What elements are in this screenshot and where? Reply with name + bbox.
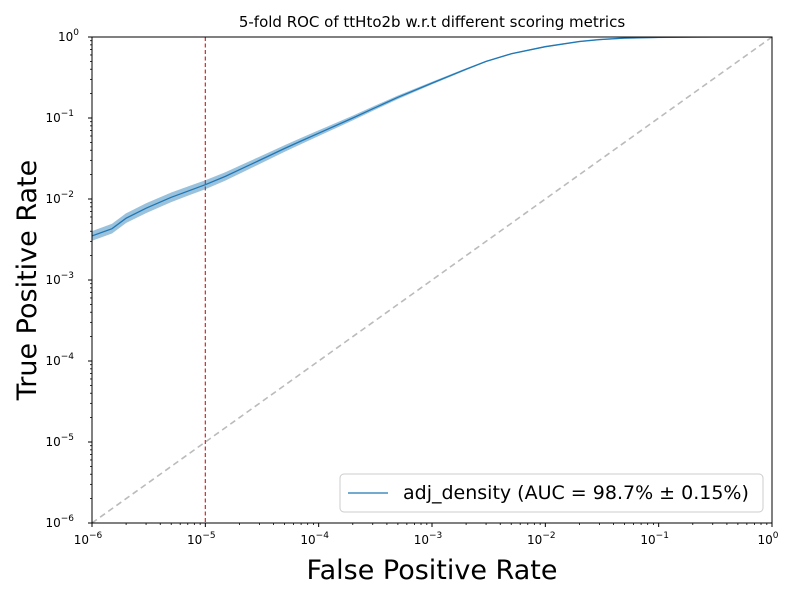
plot-area: 10−6 10−5 10−4 10−3 10−2 10−1 100 10−6 10−5 10−4 1… (45, 28, 778, 547)
x-axis-label: False Positive Rate (307, 555, 558, 586)
x-tick-label: 10−3 (414, 531, 443, 547)
x-tick-label: 10−6 (74, 531, 103, 547)
y-axis-label: True Positive Rate (12, 160, 43, 402)
y-tick-label: 10−6 (45, 514, 74, 530)
plot-inner (92, 37, 772, 523)
x-tick-label: 100 (757, 531, 778, 547)
chart-title: 5-fold ROC of ttHto2b w.r.t different sc… (239, 13, 626, 31)
random-guess-diagonal-line (92, 37, 772, 523)
y-tick-label: 10−3 (45, 271, 74, 287)
x-tick-label: 10−5 (187, 531, 216, 547)
x-tick-label: 10−1 (640, 531, 669, 547)
series-uncertainty-band (92, 37, 772, 241)
y-tick-label: 10−1 (45, 109, 74, 125)
x-tick-label: 10−2 (527, 531, 556, 547)
y-tick-label: 100 (58, 28, 79, 44)
legend-box (339, 473, 764, 513)
x-tick-label: 10−4 (300, 531, 329, 547)
y-tick-label: 10−5 (45, 433, 74, 449)
series-roc-line (92, 37, 772, 237)
legend: adj_density (AUC = 98.7% ± 0.15%) (339, 473, 764, 513)
y-tick-label: 10−2 (45, 190, 74, 206)
legend-entry-label: adj_density (AUC = 98.7% ± 0.15%) (403, 482, 749, 504)
y-tick-label: 10−4 (45, 352, 74, 368)
